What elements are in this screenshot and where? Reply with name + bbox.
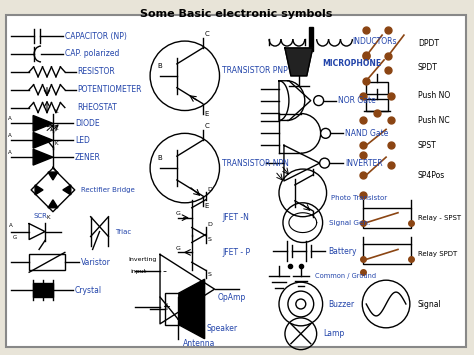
Bar	[363, 245, 411, 264]
Text: RHEOSTAT: RHEOSTAT	[78, 103, 118, 112]
Text: C: C	[205, 31, 210, 37]
Polygon shape	[179, 279, 205, 339]
Text: Common / Ground: Common / Ground	[315, 273, 376, 279]
Bar	[165, 293, 179, 325]
Text: G: G	[176, 211, 181, 216]
Text: K: K	[55, 141, 58, 146]
Text: ZENER: ZENER	[75, 153, 100, 162]
Text: Crystal: Crystal	[75, 286, 102, 295]
Bar	[363, 208, 411, 228]
Bar	[366, 82, 388, 94]
Text: G: G	[12, 235, 17, 240]
Circle shape	[314, 95, 324, 105]
Text: Signal Gen.: Signal Gen.	[328, 220, 370, 226]
Text: Varistor: Varistor	[81, 258, 110, 267]
Text: Lamp: Lamp	[324, 329, 345, 338]
Text: Rectifier Bridge: Rectifier Bridge	[81, 187, 135, 193]
Bar	[366, 99, 388, 110]
Text: SPST: SPST	[418, 141, 437, 150]
Text: LED: LED	[75, 136, 90, 145]
Text: TRANSISTOR PNP: TRANSISTOR PNP	[222, 66, 288, 75]
Text: Triac: Triac	[115, 229, 132, 235]
Text: A: A	[9, 223, 13, 228]
Text: Signal: Signal	[418, 300, 442, 308]
Text: DIODE: DIODE	[75, 119, 100, 128]
Text: K: K	[55, 126, 58, 131]
Polygon shape	[33, 132, 53, 148]
Text: JFET -N: JFET -N	[222, 213, 249, 222]
Text: Buzzer: Buzzer	[328, 300, 355, 308]
Text: +: +	[162, 302, 170, 312]
Polygon shape	[48, 172, 58, 180]
Text: Speaker: Speaker	[207, 324, 238, 333]
Text: NAND Gate: NAND Gate	[346, 129, 389, 138]
Text: Battery: Battery	[328, 247, 357, 256]
Text: TRANSISTOR NPN: TRANSISTOR NPN	[222, 159, 289, 168]
Text: G: G	[176, 246, 181, 251]
Text: E: E	[205, 110, 209, 116]
Text: MICROPHONE: MICROPHONE	[323, 59, 382, 69]
Polygon shape	[35, 185, 43, 195]
Polygon shape	[33, 149, 53, 165]
Text: E: E	[205, 203, 209, 209]
Text: A: A	[9, 150, 12, 155]
Text: D: D	[208, 187, 212, 192]
Text: INDUCTORs: INDUCTORs	[352, 37, 397, 45]
Text: input: input	[130, 269, 146, 274]
Text: Push NC: Push NC	[418, 116, 449, 125]
Text: POTENTIOMETER: POTENTIOMETER	[78, 85, 142, 94]
Bar	[33, 283, 43, 297]
Text: NOR Gate: NOR Gate	[338, 96, 376, 105]
Text: SP4Pos: SP4Pos	[418, 170, 445, 180]
Text: Relay SPDT: Relay SPDT	[418, 251, 457, 257]
Text: RESISTOR: RESISTOR	[78, 67, 116, 76]
Circle shape	[320, 129, 330, 138]
Circle shape	[319, 158, 329, 168]
Text: D: D	[208, 222, 212, 227]
Text: SCR: SCR	[33, 213, 47, 219]
Text: OpAmp: OpAmp	[218, 293, 246, 301]
Text: DPDT: DPDT	[418, 39, 439, 48]
Text: Antenna: Antenna	[183, 339, 215, 348]
Polygon shape	[48, 200, 58, 208]
Text: K: K	[47, 215, 51, 220]
Text: S: S	[208, 237, 211, 242]
Text: S: S	[208, 272, 211, 277]
Bar	[43, 283, 53, 297]
Text: B: B	[157, 155, 162, 161]
Text: Photo Transistor: Photo Transistor	[330, 195, 387, 201]
Polygon shape	[285, 48, 313, 76]
Text: A: A	[9, 133, 12, 138]
Polygon shape	[63, 185, 71, 195]
Text: A: A	[9, 116, 12, 121]
Bar	[29, 255, 65, 270]
Text: Relay - SPST: Relay - SPST	[418, 215, 461, 221]
Text: SPDT: SPDT	[418, 63, 438, 72]
Text: INVERTER: INVERTER	[346, 159, 383, 168]
Text: B: B	[157, 63, 162, 69]
Bar	[309, 27, 313, 51]
Text: C: C	[205, 124, 210, 130]
Text: Push NO: Push NO	[418, 91, 450, 100]
Text: -: -	[162, 266, 166, 276]
Text: CAPACITOR (NP): CAPACITOR (NP)	[65, 32, 127, 40]
Polygon shape	[33, 115, 53, 131]
Text: CAP. polarized: CAP. polarized	[65, 49, 119, 59]
Text: Some Basic electronic symbols: Some Basic electronic symbols	[140, 9, 333, 19]
Text: JFET - P: JFET - P	[222, 248, 251, 257]
Text: Inverting: Inverting	[128, 257, 157, 262]
Text: K: K	[55, 109, 58, 114]
